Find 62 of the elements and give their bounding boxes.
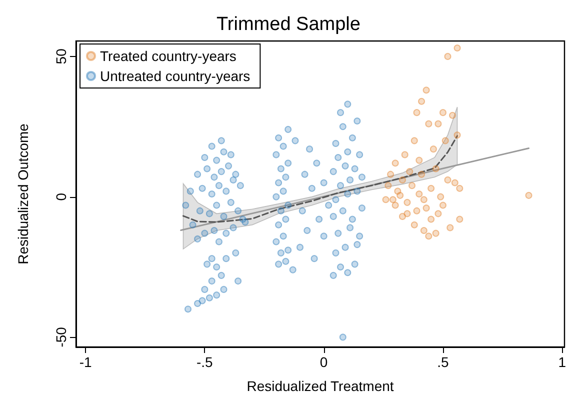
point <box>384 182 392 190</box>
point <box>418 98 426 105</box>
point <box>428 184 435 192</box>
point <box>432 230 440 237</box>
point <box>439 202 446 209</box>
legend-label: Treated country-years <box>100 48 236 64</box>
point <box>525 192 532 199</box>
point <box>422 204 430 212</box>
point <box>444 52 452 60</box>
point <box>404 198 411 206</box>
point <box>398 212 406 220</box>
point <box>422 86 430 94</box>
point <box>444 176 452 184</box>
point <box>456 216 464 223</box>
point <box>398 176 406 184</box>
y-tick-label: -50 <box>53 326 69 348</box>
point <box>428 216 435 223</box>
point <box>410 221 418 228</box>
point <box>413 109 420 116</box>
point <box>454 132 461 139</box>
point <box>434 120 442 128</box>
point <box>416 156 423 164</box>
x-tick-label: 0 <box>320 354 328 370</box>
y-tick-label: 0 <box>53 192 69 201</box>
point <box>449 112 456 119</box>
point <box>392 160 399 167</box>
point <box>454 44 461 52</box>
point <box>406 168 414 176</box>
point <box>425 232 432 240</box>
point <box>451 179 458 186</box>
x-tick-label: 1 <box>558 354 566 370</box>
point <box>420 196 428 204</box>
point <box>410 137 418 144</box>
y-axis-title: Residualized Outcome <box>15 123 31 264</box>
point <box>392 202 399 209</box>
point <box>437 193 444 200</box>
point <box>416 190 423 198</box>
point <box>382 196 390 204</box>
legend-label: Untreated country-years <box>100 68 250 84</box>
point <box>430 146 437 153</box>
point <box>425 120 432 128</box>
point <box>432 165 440 172</box>
point <box>446 224 454 232</box>
point <box>396 192 404 199</box>
x-tick-label: -1 <box>79 354 92 370</box>
x-tick-label: .5 <box>437 354 450 370</box>
point <box>413 207 420 214</box>
point <box>401 151 408 158</box>
point <box>439 109 446 116</box>
point <box>404 210 411 218</box>
x-tick-label: -.5 <box>196 354 214 370</box>
x-axis-title: Residualized Treatment <box>246 378 394 394</box>
chart-title: Trimmed Sample <box>216 14 360 35</box>
point <box>418 170 426 178</box>
y-tick-label: 50 <box>53 48 69 64</box>
point <box>442 137 449 144</box>
point <box>387 170 394 178</box>
point <box>389 196 396 204</box>
point <box>456 184 464 192</box>
point <box>408 182 416 190</box>
point <box>434 210 442 218</box>
point <box>420 226 428 234</box>
